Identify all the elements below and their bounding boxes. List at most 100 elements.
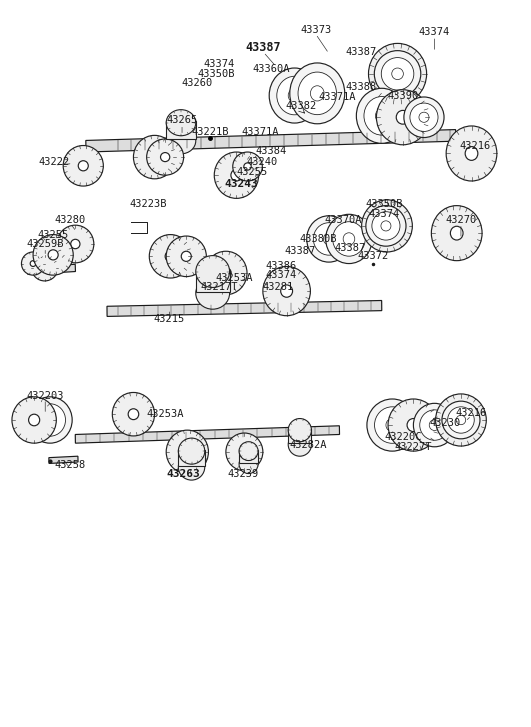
Ellipse shape [396,111,409,124]
Ellipse shape [220,268,231,278]
Ellipse shape [233,152,262,181]
Text: 43260: 43260 [181,79,212,88]
Ellipse shape [45,414,56,426]
Ellipse shape [12,397,56,443]
Text: 43390: 43390 [387,91,418,100]
Ellipse shape [239,442,258,460]
Text: 43374: 43374 [368,209,399,219]
Text: 43371A: 43371A [242,126,279,137]
Ellipse shape [419,112,429,122]
Polygon shape [288,429,312,443]
Ellipse shape [165,251,176,262]
Text: 43374: 43374 [419,27,450,37]
Text: 43239: 43239 [228,469,259,478]
Ellipse shape [313,222,345,255]
Ellipse shape [343,233,355,245]
Ellipse shape [160,153,170,161]
Ellipse shape [30,261,36,267]
Ellipse shape [392,68,404,79]
Ellipse shape [435,394,486,446]
Ellipse shape [48,250,58,260]
Text: 43216: 43216 [459,141,490,151]
Ellipse shape [240,447,249,457]
Ellipse shape [446,126,497,181]
Ellipse shape [181,252,191,262]
Text: 43259B: 43259B [27,239,64,249]
Ellipse shape [450,226,463,240]
Ellipse shape [369,44,426,104]
Ellipse shape [298,72,337,115]
Text: 43380B: 43380B [299,234,337,244]
Ellipse shape [326,214,372,264]
Polygon shape [49,457,78,463]
Ellipse shape [182,446,193,457]
Ellipse shape [356,88,407,143]
Polygon shape [196,270,229,292]
Ellipse shape [71,239,80,249]
Text: 43223B: 43223B [130,199,167,209]
Ellipse shape [178,438,205,464]
Ellipse shape [372,212,400,240]
Text: 43374: 43374 [266,270,297,280]
Text: 43255: 43255 [37,230,68,240]
Text: 43258: 43258 [55,460,85,470]
Ellipse shape [288,419,312,442]
Text: 43350B: 43350B [365,199,402,209]
Text: 43265: 43265 [166,115,198,125]
Ellipse shape [455,414,467,427]
Ellipse shape [29,414,40,426]
Text: 43387: 43387 [284,246,315,256]
Ellipse shape [381,221,391,231]
Ellipse shape [178,454,205,480]
Ellipse shape [404,97,444,137]
Text: 43360A: 43360A [252,64,289,73]
Text: 43387: 43387 [245,41,281,55]
Ellipse shape [133,135,176,179]
Ellipse shape [362,200,413,252]
Ellipse shape [31,255,58,281]
Text: 43217T: 43217T [201,283,238,292]
Ellipse shape [374,51,421,97]
Ellipse shape [269,68,320,123]
Ellipse shape [21,252,45,275]
Ellipse shape [386,419,399,432]
Ellipse shape [414,403,456,447]
Text: 43384: 43384 [255,146,286,156]
Text: 43387: 43387 [335,243,366,252]
Ellipse shape [196,256,229,287]
Ellipse shape [465,147,478,161]
Ellipse shape [35,403,65,436]
Polygon shape [28,265,75,274]
Ellipse shape [57,225,94,263]
Ellipse shape [388,399,439,451]
Text: 43253A: 43253A [216,273,253,283]
Ellipse shape [366,206,406,246]
Ellipse shape [128,409,139,419]
Ellipse shape [231,169,242,181]
Text: 43371A: 43371A [318,92,356,102]
Ellipse shape [323,233,335,245]
Ellipse shape [149,235,192,278]
Ellipse shape [442,401,480,439]
Text: 43243: 43243 [225,179,259,189]
Ellipse shape [196,277,229,309]
Ellipse shape [215,152,259,198]
Polygon shape [166,121,196,140]
Polygon shape [107,300,382,316]
Text: 43255: 43255 [236,167,268,177]
Ellipse shape [448,407,474,433]
Ellipse shape [456,415,466,425]
Ellipse shape [364,97,399,135]
Ellipse shape [263,267,311,316]
Ellipse shape [166,430,209,473]
Ellipse shape [41,265,48,271]
Ellipse shape [381,220,393,233]
Ellipse shape [244,163,251,170]
Ellipse shape [288,89,301,103]
Ellipse shape [28,397,72,443]
Text: 43220C: 43220C [384,433,422,442]
Ellipse shape [277,76,312,115]
Polygon shape [75,426,339,443]
Text: 43382: 43382 [286,101,317,111]
Text: 43230: 43230 [430,418,461,428]
